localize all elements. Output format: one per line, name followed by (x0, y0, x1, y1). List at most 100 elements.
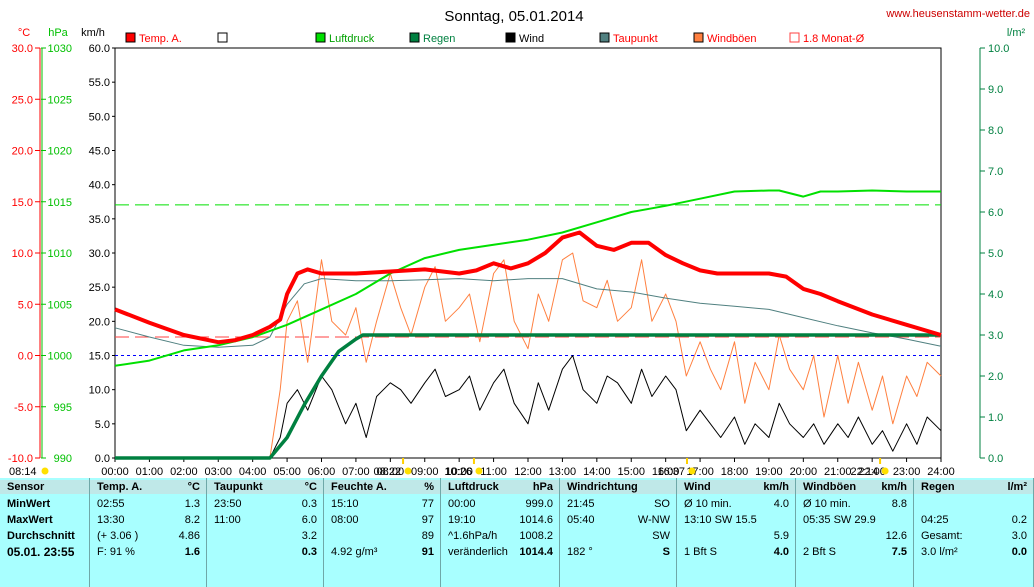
column-header: Wind km/h (677, 480, 795, 495)
rain-tick-label: 6.0 (988, 207, 1003, 219)
table-row: Durchschnitt (0, 529, 89, 544)
legend-label: Luftdruck (329, 33, 375, 45)
cell-note: 13:10 SW 15.5 (684, 514, 757, 526)
row-label: Durchschnitt (7, 530, 75, 542)
wind-tick-label: 10.0 (89, 385, 110, 397)
pressure-tick-label: 1005 (48, 299, 72, 311)
table-row: 04:25 0.2 (914, 513, 1033, 528)
wind-tick-label: 45.0 (89, 146, 110, 158)
table-row: (+ 3.06 ) 4.86 (90, 529, 206, 544)
time-tick-label: 01:00 (136, 466, 164, 478)
temp-tick-label: 10.0 (12, 248, 33, 260)
header-label: Wind (684, 481, 711, 493)
header-unit: °C (187, 481, 200, 493)
pressure-tick-label: 1015 (48, 197, 72, 209)
cell-value: SW (652, 530, 670, 542)
series-regen (115, 333, 941, 460)
cell-note: veränderlich (448, 546, 508, 558)
series-windb-en (115, 252, 942, 459)
time-tick-label: 02:00 (170, 466, 198, 478)
time-tick-label: 10:00 (445, 466, 473, 478)
time-tick-label: 19:00 (755, 466, 783, 478)
series-taupunkt (114, 278, 942, 348)
cell-value: 77 (421, 498, 434, 510)
rain-tick-label: 5.0 (988, 248, 1003, 260)
event-label: 08:14 (9, 466, 37, 478)
wind-tick-label: 0.0 (95, 453, 110, 465)
time-tick-label: 11:00 (480, 466, 507, 478)
cell-value: 0.3 (301, 546, 317, 558)
column-header: Feuchte A.% (324, 480, 440, 495)
legend-item: Regen (409, 32, 455, 45)
event-icon (404, 467, 412, 475)
table-row: SW (560, 529, 676, 544)
table-row: 02:55 1.3 (90, 497, 206, 512)
stats-column: Windrichtung 21:45 SO 05:40 W-NW SW 182 ° S (560, 478, 677, 587)
pressure-tick-label: 1020 (48, 146, 72, 158)
header-unit: l/m² (1007, 481, 1027, 493)
table-row: 05:35 SW 29.9 (796, 513, 913, 528)
current-date: 05.01. 23:55 (7, 545, 75, 559)
time-tick-label: 24:00 (927, 466, 955, 478)
cell-value: 8.8 (891, 498, 907, 510)
wind-tick-label: 60.0 (89, 43, 110, 55)
column-header: Regen l/m² (914, 480, 1033, 495)
table-row: 3.2 (207, 529, 323, 544)
header-bar (0, 480, 1034, 494)
pressure-tick-label: 995 (54, 402, 72, 414)
cell-value: 0.3 (301, 498, 317, 510)
weather-chart: Sonntag, 05.01.2014 www.heusenstamm-wett… (8, 8, 1030, 478)
time-tick-label: 04:00 (239, 466, 267, 478)
cell-value: 1.6 (184, 546, 200, 558)
cell-value: 12.6 (885, 530, 907, 542)
rain-unit-label: l/m² (1007, 27, 1026, 39)
legend-label: Windböen (707, 33, 757, 45)
rain-tick-label: 1.0 (988, 412, 1003, 424)
event-markers: 08:14 08:22 10:26 16:37 22:14 (9, 458, 889, 478)
rain-tick-label: 10.0 (988, 43, 1009, 55)
pressure-tick-label: 1000 (48, 351, 72, 363)
wind-tick-label: 40.0 (89, 180, 110, 192)
time-tick-label: 22:00 (858, 466, 886, 478)
header-unit: °C (304, 481, 317, 493)
table-row: 19:10 1014.6 (441, 513, 559, 528)
table-row: 5.9 (677, 529, 795, 544)
cell-note: 23:50 (214, 498, 242, 510)
time-tick-label: 09:00 (411, 466, 439, 478)
time-tick-label: 23:00 (893, 466, 921, 478)
wind-tick-label: 50.0 (89, 111, 110, 123)
cell-note: 2 Bft S (803, 546, 837, 558)
wind-tick-label: 25.0 (89, 282, 110, 294)
stats-column: Feuchte A.% 15:10 77 08:00 97 89 4.92 g/m³ 91 (324, 478, 441, 587)
rain-tick-label: 7.0 (988, 166, 1003, 178)
cell-value: 5.9 (773, 530, 789, 542)
time-tick-label: 18:00 (721, 466, 749, 478)
wind-unit-label: km/h (81, 27, 105, 39)
cell-note: 00:00 (448, 498, 476, 510)
stats-column: Wind km/h Ø 10 min. 4.0 13:10 SW 15.5 5.9 1 Bf… (677, 478, 796, 587)
table-row: F: 91 % 1.6 (90, 545, 206, 560)
cell-value: SO (654, 498, 670, 510)
time-tick-label: 12:00 (514, 466, 542, 478)
cell-value: 1008.2 (519, 530, 553, 542)
legend-swatch (315, 32, 326, 43)
header-unit: hPa (532, 481, 553, 493)
row-label: MinWert (7, 498, 51, 510)
event-label: 10:26 (444, 466, 472, 478)
series-luftdruck (114, 189, 941, 367)
time-tick-label: 20:00 (790, 466, 818, 478)
pressure-unit-label: hPa (48, 27, 68, 39)
event-icon (475, 467, 483, 475)
cell-note: 02:55 (97, 498, 125, 510)
cell-note: 1 Bft S (684, 546, 718, 558)
event-label: 22:14 (851, 466, 879, 478)
table-row: 00:00 999.0 (441, 497, 559, 512)
cell-note: 05:40 (567, 514, 595, 526)
table-row: 3.0 l/m² 0.0 (914, 545, 1033, 560)
cell-note: F: 91 % (97, 546, 135, 558)
cell-value: 999.0 (525, 498, 553, 510)
cell-note: 182 ° (567, 546, 593, 558)
event-icon (688, 467, 696, 475)
sun-icon (41, 467, 49, 475)
table-row: 05:40 W-NW (560, 513, 676, 528)
